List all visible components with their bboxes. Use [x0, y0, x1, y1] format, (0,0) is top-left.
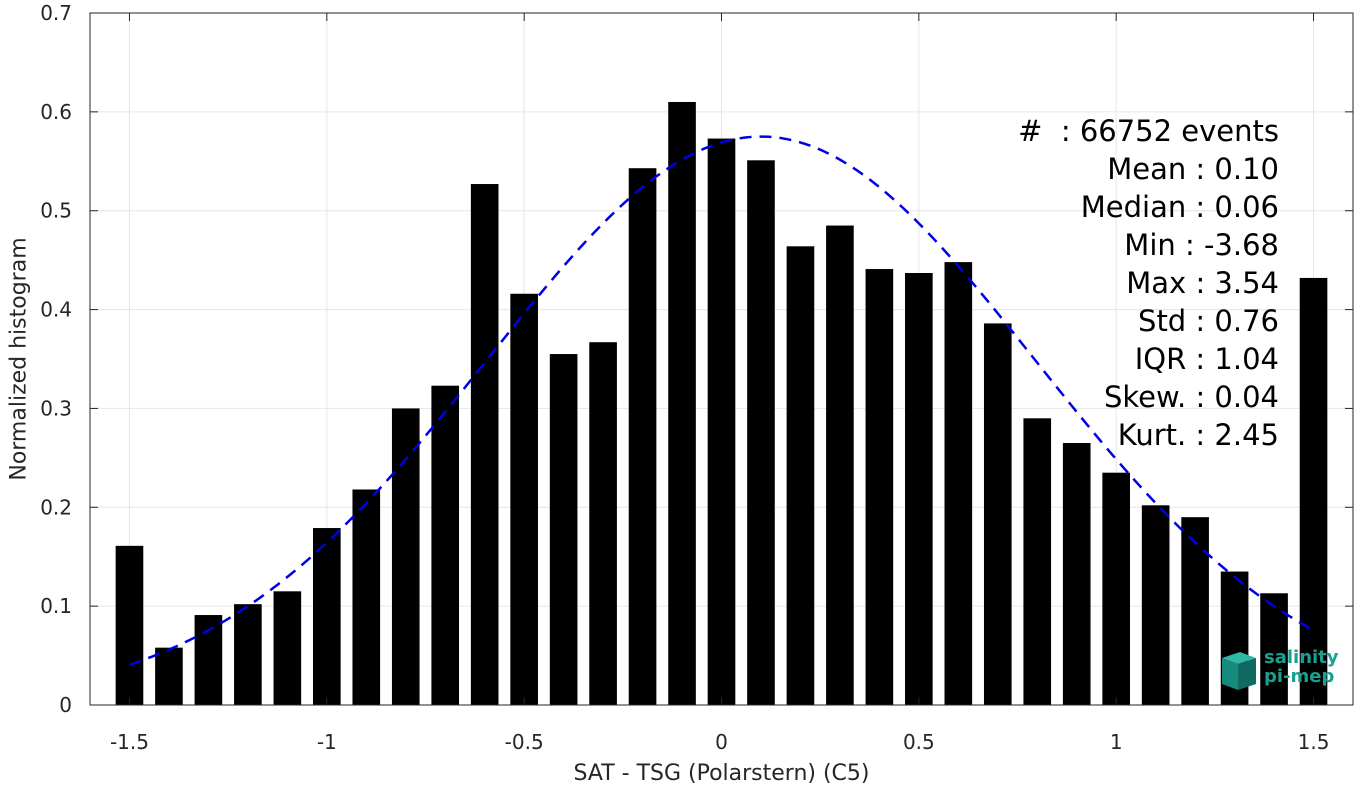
- histogram-bar: [786, 246, 815, 705]
- histogram-bar: [589, 342, 617, 705]
- y-tick-label: 0.2: [40, 495, 72, 519]
- logo-line-2: pi-mep: [1264, 666, 1335, 687]
- cube-logo-icon: [1222, 652, 1256, 690]
- histogram-bar: [234, 604, 262, 705]
- histogram-bar: [668, 101, 696, 705]
- histogram-bar: [391, 408, 420, 705]
- histogram-bars: [115, 101, 1328, 706]
- histogram-bar: [1102, 472, 1131, 705]
- histogram-bar: [273, 591, 302, 705]
- stat-iqr: IQR : 1.04: [1134, 342, 1279, 376]
- histogram-bar: [510, 293, 538, 705]
- stat-min: Min : -3.68: [1124, 228, 1279, 262]
- histogram-bar: [1181, 517, 1209, 705]
- x-tick-label: -1: [317, 730, 337, 754]
- histogram-bar: [944, 262, 973, 705]
- y-tick-label: 0.7: [40, 1, 72, 25]
- stat-kurt: Kurt. : 2.45: [1117, 418, 1279, 452]
- stat-std: Std : 0.76: [1138, 304, 1279, 338]
- x-tick-label: 0: [715, 730, 728, 754]
- stat-skew: Skew. : 0.04: [1103, 380, 1279, 414]
- logo-line-1: salinity: [1264, 647, 1339, 668]
- x-axis-label: SAT - TSG (Polarstern) (C5): [573, 761, 869, 785]
- histogram-bar: [431, 385, 460, 705]
- y-tick-label: 0.4: [40, 298, 72, 322]
- histogram-bar: [865, 269, 894, 705]
- histogram-bar: [628, 168, 657, 706]
- histogram-bar: [1141, 505, 1170, 705]
- x-axis-ticks: -1.5 -1 -0.5 0 0.5 1 1.5: [110, 13, 1329, 754]
- y-tick-label: 0: [59, 693, 72, 717]
- stat-max: Max : 3.54: [1126, 266, 1279, 300]
- histogram-bar: [1299, 277, 1328, 705]
- x-tick-label: 0.5: [903, 730, 935, 754]
- stat-mean: Mean : 0.10: [1107, 152, 1279, 186]
- statistics-box: # : 66752 events Mean : 0.10 Median : 0.…: [1018, 112, 1279, 454]
- histogram-bar: [470, 184, 499, 706]
- histogram-bar: [115, 545, 144, 705]
- salinity-pi-mep-logo: salinity pi-mep: [1218, 648, 1348, 694]
- y-tick-label: 0.1: [40, 594, 72, 618]
- y-tick-label: 0.5: [40, 199, 72, 223]
- histogram-bar: [312, 528, 341, 705]
- histogram-bar: [352, 489, 381, 705]
- histogram-bar: [905, 272, 933, 705]
- histogram-bar: [194, 615, 223, 705]
- histogram-bar: [826, 225, 854, 706]
- x-tick-label: 1.5: [1298, 730, 1330, 754]
- histogram-bar: [747, 160, 775, 706]
- histogram-bar: [707, 138, 736, 705]
- x-tick-label: -0.5: [505, 730, 544, 754]
- histogram-bar: [549, 354, 578, 705]
- normal-fit-curve: [129, 135, 1315, 667]
- histogram-bar: [1062, 443, 1091, 705]
- x-tick-label: 1: [1110, 730, 1123, 754]
- histogram-bar: [1023, 418, 1052, 705]
- stat-events: # : 66752 events: [1018, 114, 1279, 148]
- stat-median: Median : 0.06: [1080, 190, 1279, 224]
- histogram-bar: [155, 647, 183, 705]
- y-axis-ticks: 0 0.1 0.2 0.3 0.4 0.5 0.6 0.7: [40, 1, 1353, 717]
- y-tick-label: 0.6: [40, 100, 72, 124]
- y-tick-label: 0.3: [40, 396, 72, 420]
- histogram-bar: [983, 323, 1012, 705]
- x-tick-label: -1.5: [110, 730, 149, 754]
- y-axis-label: Normalized histogram: [7, 237, 32, 480]
